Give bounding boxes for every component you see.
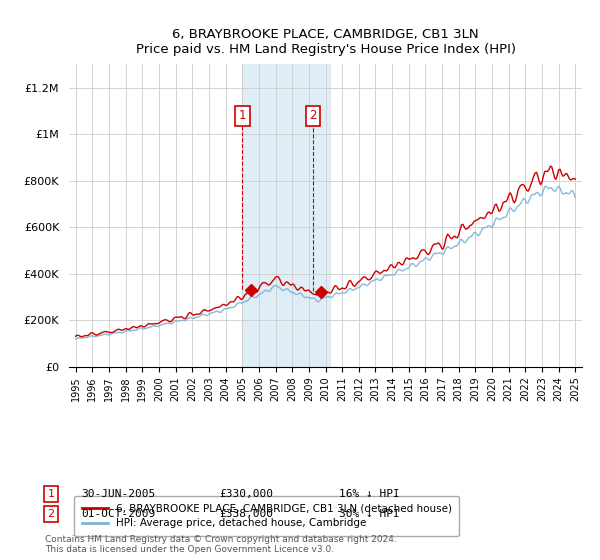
Title: 6, BRAYBROOKE PLACE, CAMBRIDGE, CB1 3LN
Price paid vs. HM Land Registry's House : 6, BRAYBROOKE PLACE, CAMBRIDGE, CB1 3LN … <box>136 29 515 57</box>
Text: 30% ↓ HPI: 30% ↓ HPI <box>339 509 400 519</box>
Text: 30-JUN-2005: 30-JUN-2005 <box>81 489 155 499</box>
Text: £338,000: £338,000 <box>219 509 273 519</box>
Text: 2: 2 <box>309 109 317 122</box>
Bar <box>242 64 329 367</box>
Text: 1: 1 <box>47 489 55 499</box>
Text: 01-OCT-2009: 01-OCT-2009 <box>81 509 155 519</box>
Legend: 6, BRAYBROOKE PLACE, CAMBRIDGE, CB1 3LN (detached house), HPI: Average price, de: 6, BRAYBROOKE PLACE, CAMBRIDGE, CB1 3LN … <box>74 496 459 536</box>
Text: 1: 1 <box>238 109 246 122</box>
Text: Contains HM Land Registry data © Crown copyright and database right 2024.
This d: Contains HM Land Registry data © Crown c… <box>45 535 397 554</box>
Text: 16% ↓ HPI: 16% ↓ HPI <box>339 489 400 499</box>
Text: 2: 2 <box>47 509 55 519</box>
Text: £330,000: £330,000 <box>219 489 273 499</box>
